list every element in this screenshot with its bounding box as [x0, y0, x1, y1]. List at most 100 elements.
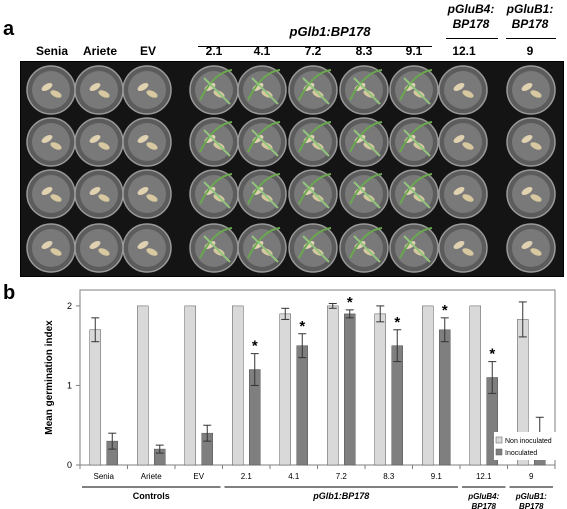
well-inner	[80, 71, 118, 109]
seed	[530, 90, 542, 98]
seed	[146, 142, 158, 150]
group-label-pglub4: pGluB4: BP178	[441, 2, 501, 32]
column-label: EV	[139, 44, 156, 58]
group-rule-pglub4	[446, 38, 498, 39]
column-label: Ariete	[82, 44, 117, 58]
x-tick-label: 7.2	[336, 472, 348, 481]
panel-b-letter: b	[3, 282, 16, 304]
group-label-pglub1: pGluB1: BP178	[500, 2, 560, 32]
seedling-leaf	[251, 181, 279, 209]
significance-star: *	[299, 318, 305, 335]
well-inner	[512, 71, 550, 109]
well-inner	[243, 175, 281, 213]
significance-star: *	[489, 346, 495, 363]
seed	[137, 83, 149, 91]
legend-entry: Inoculated	[505, 450, 537, 457]
seed	[453, 241, 465, 249]
group-label: BP178	[472, 502, 497, 509]
well-inner	[345, 123, 383, 161]
seedling-leaf	[403, 129, 431, 157]
seedling-leaf	[203, 129, 231, 157]
well-inner	[512, 123, 550, 161]
group-label-pglb1: pGlb1:BP178	[289, 24, 371, 39]
bar-inoculated	[439, 329, 451, 466]
seed	[41, 83, 53, 91]
group-label: pGluB1:	[515, 492, 547, 501]
x-tick-label: EV	[193, 472, 204, 481]
x-tick-label: 9.1	[431, 472, 443, 481]
x-tick-label: 12.1	[476, 472, 492, 481]
well-inner	[128, 175, 166, 213]
well-inner	[243, 71, 281, 109]
seed	[41, 187, 53, 195]
bar-inoculated	[391, 345, 403, 466]
seedling-leaf	[399, 69, 433, 101]
group-label: pGlb1:BP178	[312, 491, 369, 501]
seed	[89, 135, 101, 143]
seed-plate-photo	[20, 61, 564, 277]
bar-non-inoculated	[374, 313, 386, 466]
seed	[98, 90, 110, 98]
significance-star: *	[394, 314, 400, 331]
seed	[530, 194, 542, 202]
seedling-leaf	[199, 227, 233, 259]
seed	[98, 142, 110, 150]
chart-frame	[79, 289, 556, 466]
seed	[98, 194, 110, 202]
well-inner	[294, 123, 332, 161]
panel-a-letter: a	[3, 18, 15, 40]
seed	[137, 135, 149, 143]
well-inner	[32, 229, 70, 267]
legend-box	[494, 432, 558, 460]
seedling-leaf	[399, 121, 433, 153]
seedling-leaf	[203, 235, 231, 263]
well-inner	[294, 229, 332, 267]
seedling-leaf	[247, 69, 281, 101]
well-inner	[345, 175, 383, 213]
seed	[521, 187, 533, 195]
seedling-leaf	[349, 227, 383, 259]
seedling-leaf	[403, 181, 431, 209]
seedling-leaf	[302, 77, 330, 105]
legend-entry: Non inoculated	[505, 438, 552, 445]
column-label: 12.1	[452, 44, 476, 58]
group-label-pglub1-line2: BP178	[511, 17, 549, 31]
x-tick-label: 4.1	[288, 472, 300, 481]
well-inner	[80, 123, 118, 161]
bar-non-inoculated	[184, 305, 196, 466]
well-inner	[32, 71, 70, 109]
x-tick-label: 2.1	[241, 472, 253, 481]
well-inner	[32, 123, 70, 161]
significance-star: *	[347, 294, 353, 311]
legend-swatch	[495, 448, 503, 456]
seedling-leaf	[349, 173, 383, 205]
seedling-leaf	[298, 173, 332, 205]
group-label: pGluB4:	[467, 492, 499, 501]
seed	[146, 194, 158, 202]
bar-inoculated	[344, 313, 356, 466]
bar-non-inoculated	[469, 305, 481, 466]
well-inner	[345, 71, 383, 109]
well-inner	[195, 175, 233, 213]
well-inner	[128, 71, 166, 109]
well-inner	[195, 229, 233, 267]
seed	[89, 241, 101, 249]
seed	[146, 248, 158, 256]
column-label: Senia	[35, 44, 68, 58]
seed	[146, 90, 158, 98]
seed	[462, 142, 474, 150]
group-label-pglub4-line1: pGluB4:	[447, 2, 495, 16]
column-label: 2.1	[205, 44, 223, 58]
seedling-leaf	[251, 77, 279, 105]
seedling-leaf	[203, 181, 231, 209]
seedling-leaf	[247, 121, 281, 153]
seedling-leaf	[298, 121, 332, 153]
seedling-leaf	[349, 121, 383, 153]
bar-inoculated	[296, 345, 308, 466]
bar-non-inoculated	[137, 305, 149, 466]
well-inner	[512, 175, 550, 213]
seedling-leaf	[399, 227, 433, 259]
seedling-leaf	[199, 69, 233, 101]
seed	[50, 248, 62, 256]
